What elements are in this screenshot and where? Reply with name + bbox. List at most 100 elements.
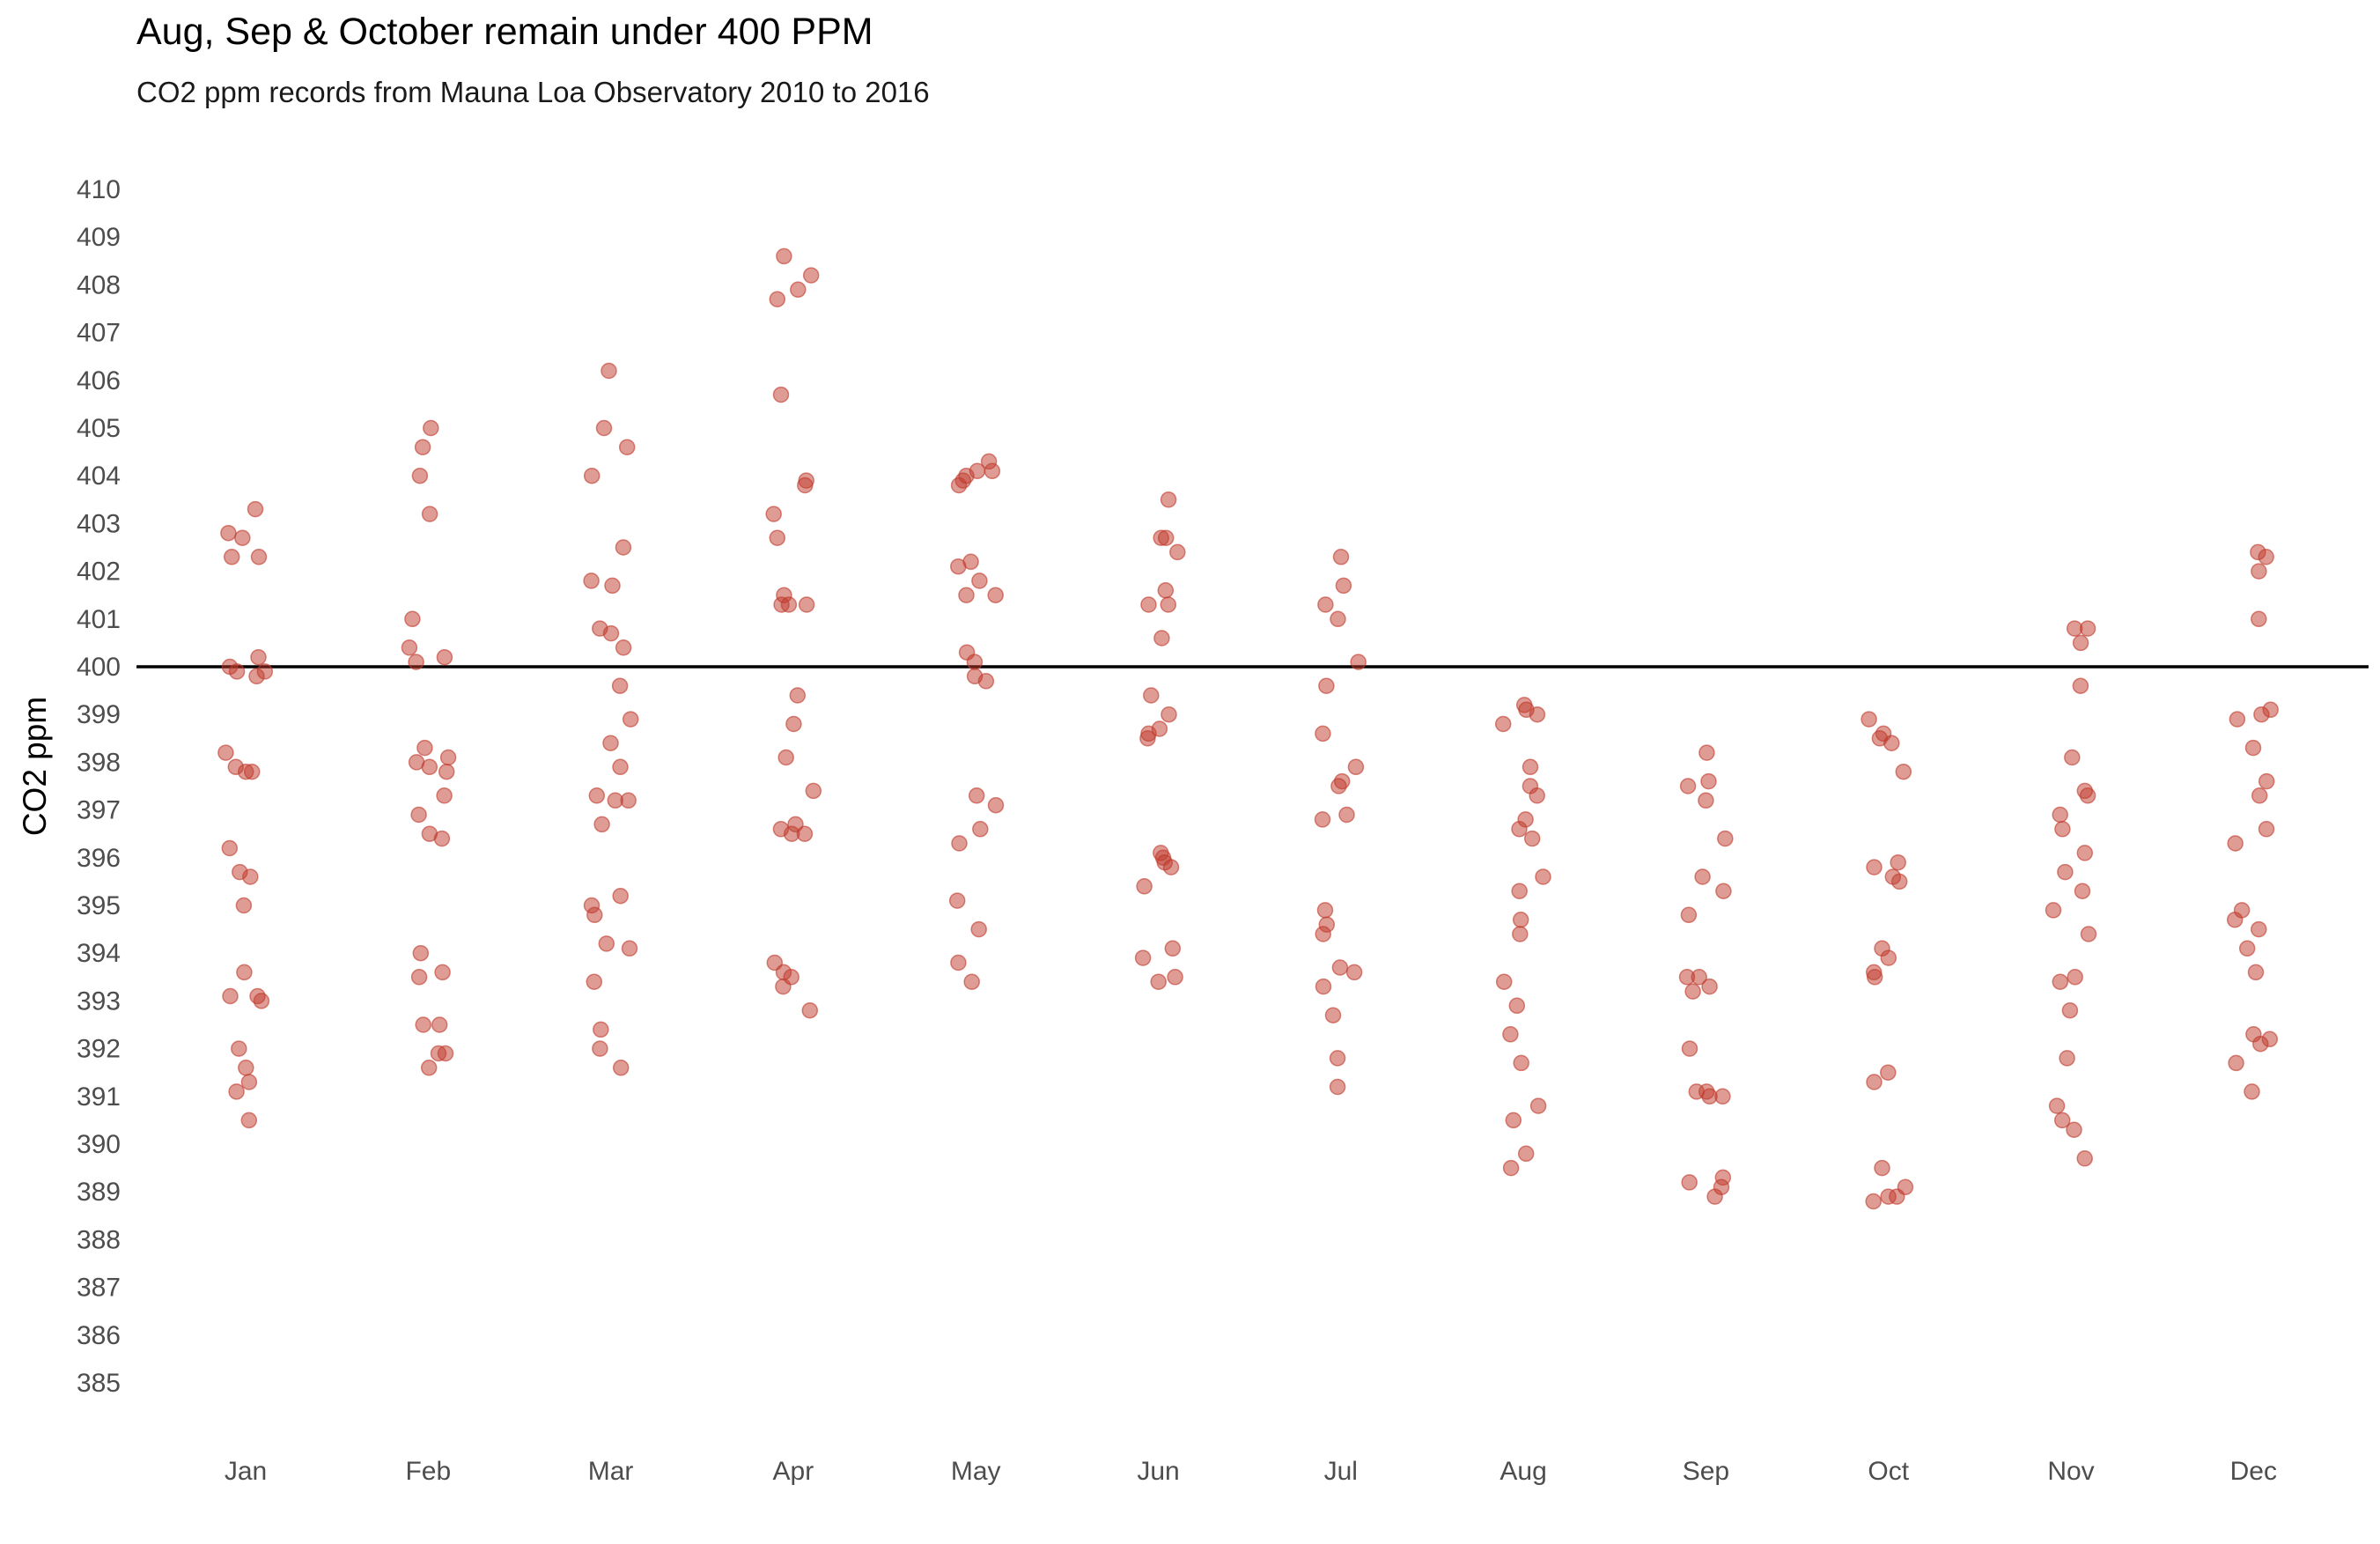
x-tick-label: Jan (225, 1457, 267, 1486)
data-point (595, 419, 613, 437)
data-point (2258, 772, 2275, 790)
y-tick-label: 391 (77, 1082, 121, 1112)
data-point (1529, 706, 1546, 723)
x-tick-label: Jul (1324, 1457, 1358, 1486)
y-tick-label: 390 (77, 1130, 121, 1159)
data-point (1330, 778, 1347, 794)
y-tick-label: 410 (77, 175, 121, 204)
data-point (1324, 1007, 1342, 1023)
data-point (1880, 949, 1897, 966)
data-point (2079, 787, 2096, 804)
data-point (2057, 863, 2074, 881)
data-point (1701, 978, 1718, 995)
data-point (434, 964, 451, 981)
y-tick-label: 392 (77, 1035, 121, 1064)
data-point (2067, 969, 2083, 986)
data-point (1866, 859, 1883, 875)
data-point (1502, 1159, 1520, 1177)
data-point (1157, 529, 1175, 546)
data-point (2258, 549, 2274, 565)
data-point (2251, 610, 2267, 628)
x-tick-label: Apr (773, 1457, 814, 1486)
y-tick-label: 402 (77, 558, 121, 587)
data-point (1874, 1159, 1890, 1177)
data-point (588, 787, 606, 804)
data-point (1523, 830, 1541, 847)
data-point (1880, 1188, 1897, 1205)
data-point (2253, 706, 2270, 723)
data-point (1529, 787, 1545, 804)
data-point (1140, 596, 1157, 613)
data-point (621, 940, 638, 957)
data-point (1136, 878, 1153, 895)
data-point (780, 596, 798, 613)
data-point (1317, 596, 1334, 613)
data-point (220, 524, 237, 542)
data-point (801, 1001, 819, 1019)
data-point (1494, 715, 1512, 733)
x-axis: Jan Feb Mar Apr May Jun Jul Aug Sep Oct Nov Dec (225, 1457, 2277, 1486)
data-point (602, 735, 619, 751)
data-point (950, 558, 967, 575)
data-point (802, 267, 820, 284)
x-tick-label: Aug (1499, 1457, 1546, 1486)
data-point (1717, 830, 1734, 847)
data-point (1694, 868, 1711, 885)
data-point (221, 839, 239, 857)
data-point (987, 796, 1005, 814)
data-point (416, 739, 433, 757)
data-point (439, 749, 457, 766)
chart-subtitle: CO2 ppm records from Mauna Loa Observato… (136, 76, 930, 108)
data-point (1139, 730, 1156, 747)
data-point (2228, 1054, 2244, 1072)
data-point (1350, 654, 1367, 670)
data-point (1332, 549, 1350, 565)
data-point (2251, 563, 2267, 580)
data-point (404, 610, 421, 628)
x-tick-label: May (951, 1457, 1001, 1486)
data-point (222, 987, 239, 1005)
data-point (1316, 902, 1334, 919)
y-tick-label: 396 (77, 844, 121, 873)
y-tick-label: 404 (77, 462, 121, 491)
y-tick-label: 405 (77, 414, 121, 443)
data-point (2079, 620, 2096, 637)
data-point (769, 529, 786, 546)
data-point (250, 648, 267, 666)
data-point (1512, 912, 1529, 928)
data-point (2052, 806, 2068, 824)
data-point (1318, 677, 1335, 694)
data-point (789, 687, 807, 704)
data-point (1698, 744, 1715, 761)
data-point (237, 763, 254, 780)
data-point (977, 673, 995, 690)
data-point (2244, 739, 2262, 757)
data-point (240, 1074, 258, 1090)
data-point (1164, 940, 1182, 957)
data-point (1495, 973, 1513, 990)
data-point (2061, 1001, 2079, 1019)
data-point (1314, 811, 1331, 828)
data-point (235, 897, 253, 914)
data-point (2244, 1083, 2260, 1100)
data-point (971, 573, 988, 589)
data-point (2229, 711, 2246, 728)
data-point (1508, 997, 1526, 1015)
data-point (1890, 853, 1906, 871)
data-point (1338, 806, 1355, 824)
data-point (1865, 1193, 1882, 1210)
data-point (436, 648, 453, 666)
data-point (2252, 1035, 2269, 1053)
data-point (963, 973, 980, 990)
data-point (948, 892, 966, 909)
data-point (593, 816, 610, 833)
data-point (1698, 792, 1714, 809)
data-point (1169, 543, 1186, 561)
data-point (410, 969, 428, 986)
data-point (1679, 778, 1697, 794)
y-tick-label: 385 (77, 1369, 121, 1398)
data-point (1895, 763, 1912, 780)
data-point (431, 1016, 448, 1033)
data-point (951, 835, 968, 852)
data-point (1329, 1078, 1346, 1096)
